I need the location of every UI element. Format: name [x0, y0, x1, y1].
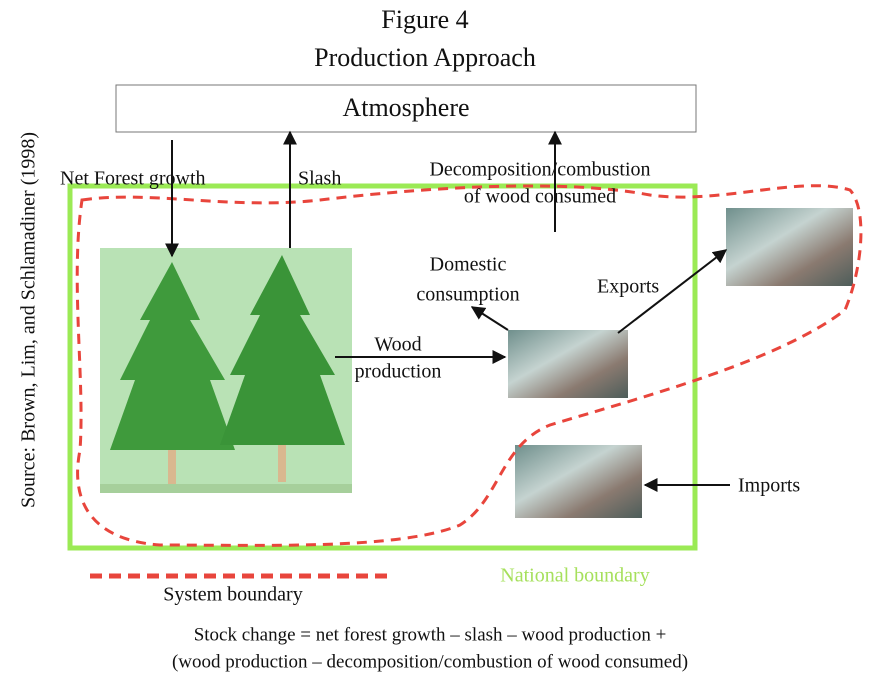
formula-line: Stock change = net forest growth – slash… — [194, 624, 667, 645]
slash-label: Slash — [298, 168, 341, 190]
formula-line: (wood production – decomposition/combust… — [172, 651, 688, 672]
domestic-consumption-label: consumption — [416, 284, 519, 306]
imports-label: Imports — [738, 475, 800, 497]
system-boundary — [75, 184, 863, 547]
decomposition-label: of wood consumed — [464, 186, 616, 208]
legend-system-label: System boundary — [163, 584, 302, 606]
source: Source: Brown, Lim, and Schlamadiner (19… — [18, 132, 40, 508]
arrows — [165, 130, 730, 492]
domestic-consumption-label: Domestic — [430, 254, 507, 276]
title: Figure 4 — [381, 5, 468, 34]
wood-production-label: Wood — [374, 334, 421, 356]
atmosphere-box — [115, 84, 697, 133]
national-boundary — [67, 183, 698, 551]
net-forest-growth-label: Net Forest growth — [60, 168, 206, 190]
subtitle: Production Approach — [314, 43, 536, 72]
logs-image — [726, 208, 853, 286]
wood-production-label: production — [355, 361, 442, 383]
logs-image — [508, 330, 628, 398]
logs-image — [515, 445, 642, 518]
exports-label: Exports — [597, 276, 659, 298]
trees — [100, 255, 352, 493]
legend-national-label: National boundary — [500, 565, 649, 587]
decomposition-label: Decomposition/combustion — [429, 159, 650, 181]
atmosphere-label: Atmosphere — [342, 93, 469, 122]
